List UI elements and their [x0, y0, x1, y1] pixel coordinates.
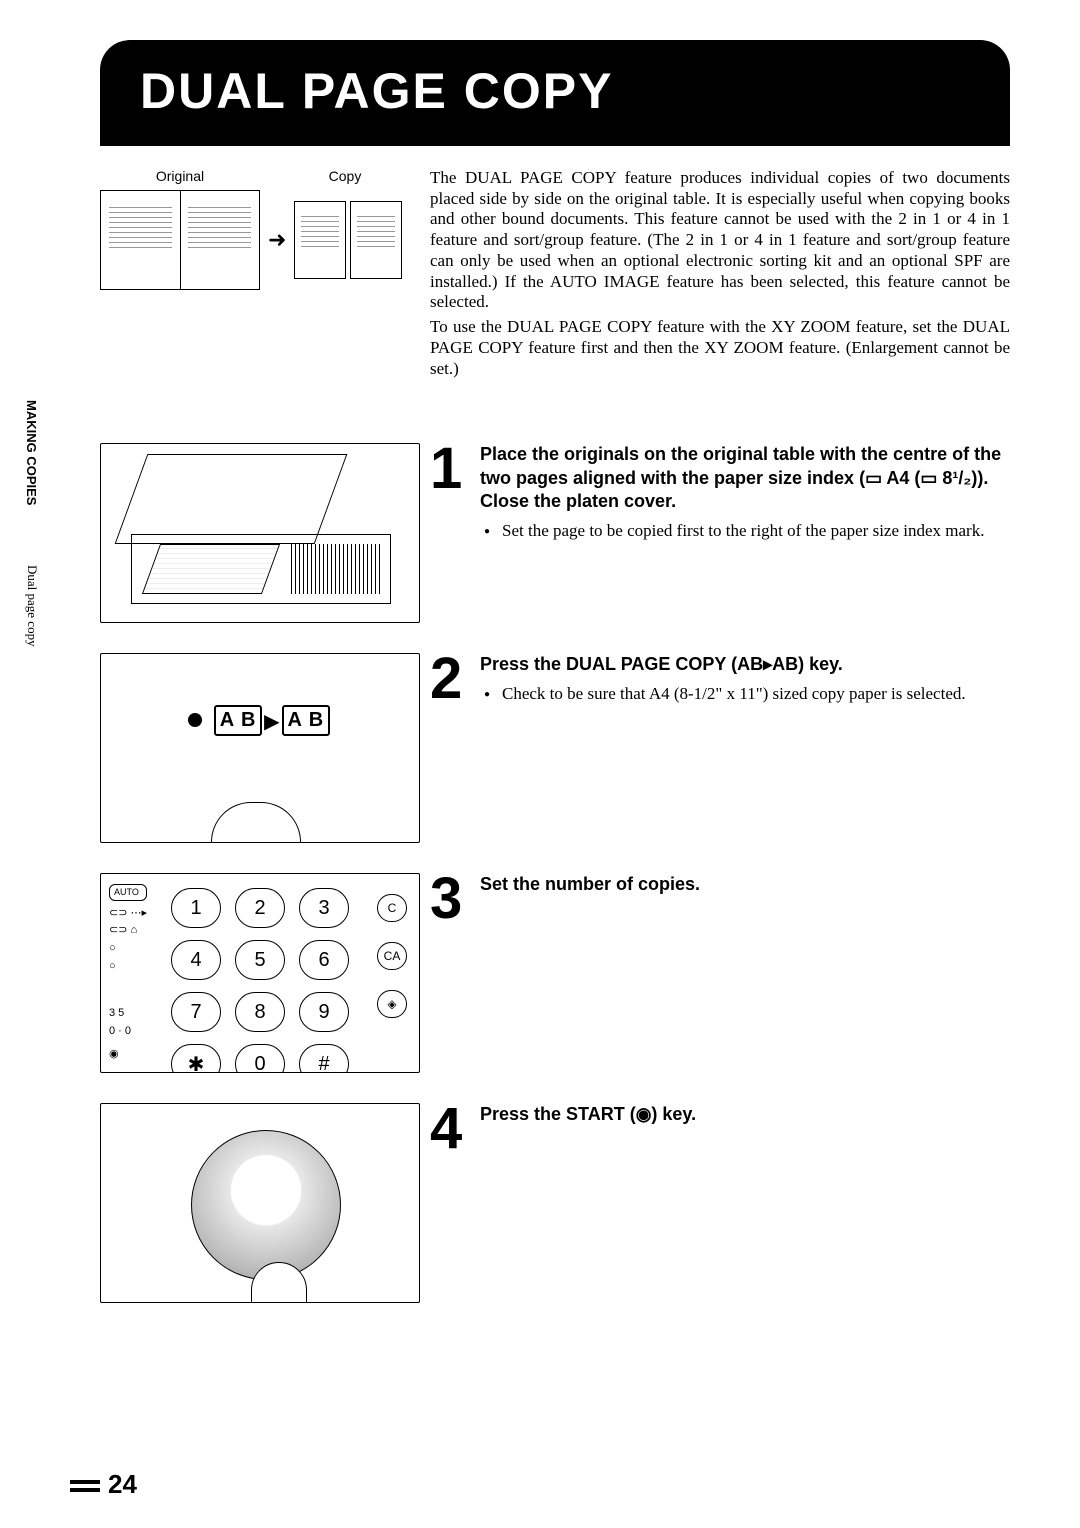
step-bullet: Check to be sure that A4 (8-1/2" x 11") … — [484, 683, 966, 705]
sidebar-chapter: MAKING COPIES — [24, 400, 39, 505]
steps: 1 Place the originals on the original ta… — [100, 443, 1010, 1303]
label-copy: Copy — [290, 168, 400, 184]
key-0[interactable]: 0 — [235, 1044, 285, 1073]
page-number: 24 — [70, 1469, 137, 1500]
title-banner: DUAL PAGE COPY — [100, 40, 1010, 146]
page-title: DUAL PAGE COPY — [140, 62, 970, 120]
key-clear-all[interactable]: CA — [377, 942, 407, 970]
arrow-right-icon: ➜ — [268, 227, 286, 253]
step-number: 1 — [430, 443, 470, 495]
key-5[interactable]: 5 — [235, 940, 285, 980]
step-title: Press the DUAL PAGE COPY (AB▸AB) key. — [480, 653, 966, 676]
dualkey-right: A B — [282, 705, 331, 736]
step-4: 4 Press the START (◉) key. — [100, 1103, 1010, 1303]
intro-text: The DUAL PAGE COPY feature produces indi… — [430, 168, 1010, 383]
step-3: AUTO ⊂⊃ ⋯▸ ⊂⊃ ⌂ ○ ○ 3 5 0 · 0 ◉ 1 2 3 4 … — [100, 873, 1010, 1073]
step-1: 1 Place the originals on the original ta… — [100, 443, 1010, 623]
keypad-side-labels: AUTO ⊂⊃ ⋯▸ ⊂⊃ ⌂ ○ ○ 3 5 0 · 0 ◉ — [109, 884, 147, 1064]
key-7[interactable]: 7 — [171, 992, 221, 1032]
hand-icon — [211, 802, 301, 843]
dualkey-left: A B — [214, 705, 263, 736]
indicator-dot-icon — [188, 713, 202, 727]
intro-row: Original Copy ➜ The DUAL PAGE COPY featu… — [100, 168, 1010, 383]
step-title: Place the originals on the original tabl… — [480, 443, 1010, 513]
key-start-small[interactable]: ◈ — [377, 990, 407, 1018]
start-button-icon — [191, 1130, 341, 1280]
step-title: Set the number of copies. — [480, 873, 700, 896]
keypad-right-column: C CA ◈ — [377, 894, 407, 1038]
step1-illustration — [100, 443, 420, 623]
key-hash[interactable]: # — [299, 1044, 349, 1073]
key-6[interactable]: 6 — [299, 940, 349, 980]
intro-paragraph-1: The DUAL PAGE COPY feature produces indi… — [430, 168, 1010, 313]
key-9[interactable]: 9 — [299, 992, 349, 1032]
key-4[interactable]: 4 — [171, 940, 221, 980]
step4-illustration — [100, 1103, 420, 1303]
dualkey-arrow-icon: ▸ — [264, 704, 279, 737]
book-illustration — [100, 190, 260, 290]
step-number: 2 — [430, 653, 470, 705]
key-1[interactable]: 1 — [171, 888, 221, 928]
step-number: 4 — [430, 1103, 470, 1155]
step-title: Press the START (◉) key. — [480, 1103, 696, 1126]
step3-illustration: AUTO ⊂⊃ ⋯▸ ⊂⊃ ⌂ ○ ○ 3 5 0 · 0 ◉ 1 2 3 4 … — [100, 873, 420, 1073]
step-number: 3 — [430, 873, 470, 925]
sidebar-section: Dual page copy — [24, 565, 40, 647]
intro-figure: Original Copy ➜ — [100, 168, 430, 383]
step-bullet: Set the page to be copied first to the r… — [484, 520, 1010, 542]
step2-illustration: A B ▸ A B — [100, 653, 420, 843]
key-3[interactable]: 3 — [299, 888, 349, 928]
copy-sheets — [294, 201, 402, 279]
side-label: MAKING COPIES Dual page copy — [24, 400, 40, 647]
key-8[interactable]: 8 — [235, 992, 285, 1032]
intro-paragraph-2: To use the DUAL PAGE COPY feature with t… — [430, 317, 1010, 379]
key-clear[interactable]: C — [377, 894, 407, 922]
numeric-keypad: 1 2 3 4 5 6 7 8 9 ✱ 0 # — [101, 874, 419, 1073]
label-original: Original — [100, 168, 260, 184]
key-star[interactable]: ✱ — [171, 1044, 221, 1073]
key-2[interactable]: 2 — [235, 888, 285, 928]
step-2: A B ▸ A B 2 Press the DUAL PAGE COPY (AB… — [100, 653, 1010, 843]
